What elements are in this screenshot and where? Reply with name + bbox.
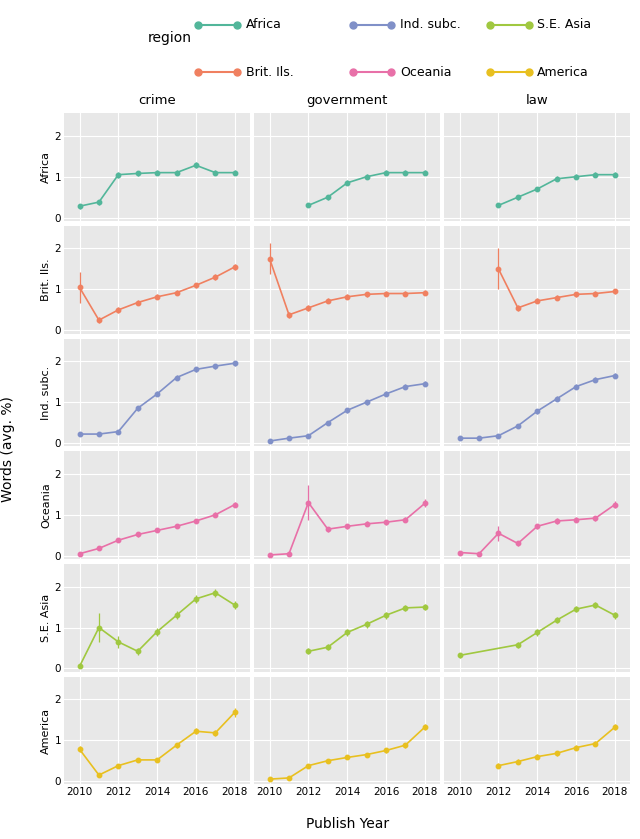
Text: region: region	[148, 31, 192, 44]
Text: government: government	[307, 94, 388, 107]
Text: Words (avg. %): Words (avg. %)	[1, 396, 15, 502]
Text: America: America	[42, 707, 51, 753]
Text: crime: crime	[138, 94, 176, 107]
Text: S.E. Asia: S.E. Asia	[42, 594, 51, 642]
Text: S.E. Asia: S.E. Asia	[537, 18, 591, 31]
Text: Brit. Ils.: Brit. Ils.	[246, 65, 293, 79]
Text: Ind. subc.: Ind. subc.	[42, 366, 51, 420]
Text: America: America	[537, 65, 589, 79]
Text: Africa: Africa	[42, 151, 51, 183]
Text: Oceania: Oceania	[42, 482, 51, 528]
Text: Brit. Ils.: Brit. Ils.	[42, 258, 51, 301]
Text: Oceania: Oceania	[400, 65, 451, 79]
Text: law: law	[526, 94, 548, 107]
Text: Ind. subc.: Ind. subc.	[400, 18, 461, 31]
Text: Africa: Africa	[246, 18, 282, 31]
Text: Publish Year: Publish Year	[306, 816, 388, 831]
